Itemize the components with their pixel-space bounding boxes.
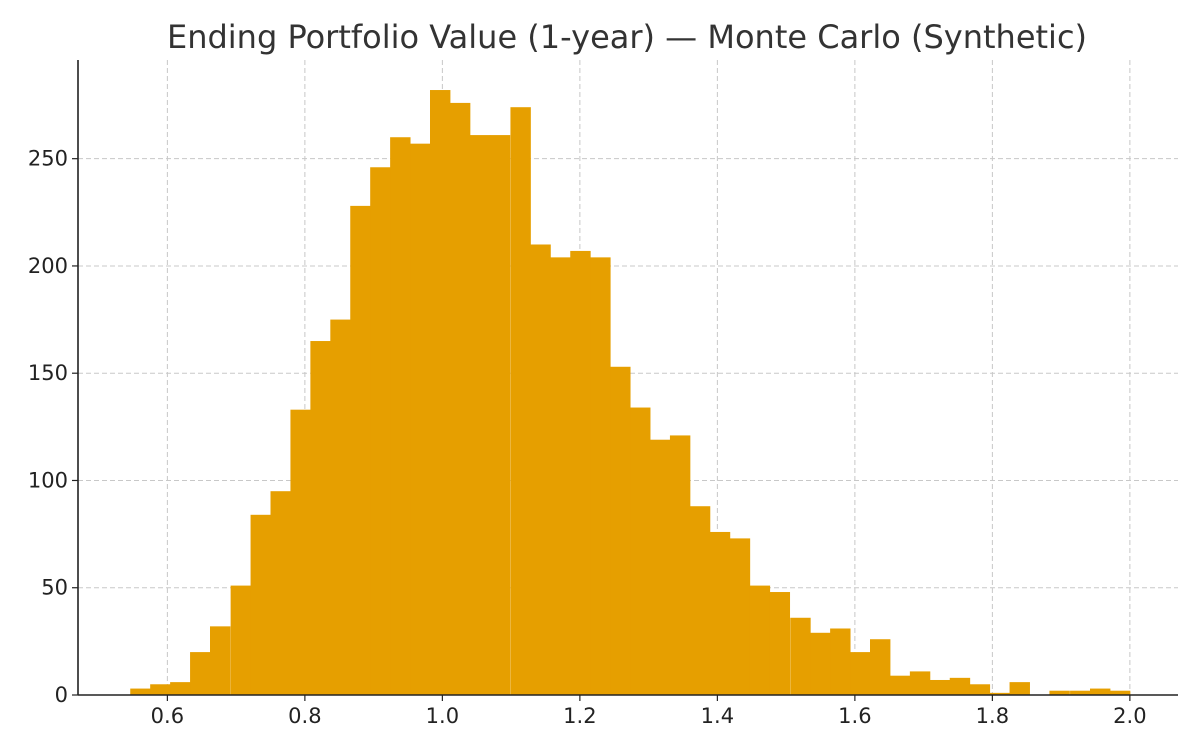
histogram-bar	[590, 257, 611, 695]
histogram-bar	[969, 684, 991, 695]
histogram-bar	[170, 682, 191, 695]
histogram-bar	[290, 409, 311, 695]
y-tick-label: 200	[28, 254, 68, 278]
histogram-bar	[610, 366, 631, 695]
histogram-bar	[1049, 690, 1070, 695]
x-tick-label: 1.6	[838, 704, 871, 728]
y-tick-label: 250	[28, 147, 68, 171]
histogram-bar	[550, 257, 571, 695]
ticks-layer: 0.6 0.8 1.0 1.2 1.4 1.6 1.8 2.0 0 50 100 150 200 250	[28, 147, 1147, 728]
x-tick-label: 0.6	[151, 704, 184, 728]
histogram-bar	[530, 244, 551, 696]
histogram-bar	[1009, 682, 1030, 695]
histogram-bar	[989, 692, 1011, 695]
histogram-bar	[870, 639, 891, 695]
histogram-bar	[850, 652, 871, 695]
x-tick-label: 0.8	[288, 704, 321, 728]
histogram-bar	[210, 626, 231, 695]
histogram-bar	[749, 585, 771, 695]
histogram-bar	[909, 671, 931, 695]
chart-title: Ending Portfolio Value (1-year) — Monte …	[167, 18, 1087, 56]
histogram-bar	[830, 628, 851, 695]
y-tick-label: 150	[28, 361, 68, 385]
histogram-bar	[330, 319, 351, 695]
axes-layer	[77, 60, 1178, 696]
histogram-bar	[489, 135, 511, 695]
histogram-bar	[570, 250, 591, 695]
histogram-bar	[410, 143, 431, 696]
y-tick-label: 50	[41, 576, 68, 600]
histogram-bar	[449, 102, 471, 696]
histogram-bar	[769, 592, 791, 695]
x-tick-label: 2.0	[1113, 704, 1146, 728]
histogram-bar	[1070, 690, 1091, 695]
histogram-bar	[350, 205, 371, 696]
x-tick-label: 1.0	[426, 704, 459, 728]
x-tick-label: 1.8	[976, 704, 1009, 728]
histogram-bar	[709, 531, 731, 695]
histogram-bar	[669, 435, 691, 695]
histogram-bar	[810, 632, 831, 695]
histogram-bar	[230, 585, 252, 695]
histogram-bar	[949, 677, 971, 695]
histogram-bar	[270, 491, 291, 695]
histogram-bar	[1090, 688, 1111, 695]
y-tick-label: 0	[55, 683, 68, 707]
histogram-bar	[889, 675, 911, 695]
histogram-bar	[190, 652, 211, 695]
histogram-bar	[650, 439, 671, 695]
histogram-bar	[689, 506, 711, 695]
histogram-bar	[390, 137, 411, 695]
histogram-bar	[370, 167, 391, 695]
histogram-bar	[1109, 690, 1131, 695]
histogram-bar	[510, 107, 531, 696]
y-tick-label: 100	[28, 468, 68, 492]
x-tick-label: 1.4	[701, 704, 734, 728]
bars-layer	[130, 90, 1131, 696]
histogram-bar	[130, 688, 151, 695]
histogram-bar	[790, 617, 811, 695]
histogram-bar	[150, 684, 171, 695]
histogram-bar	[929, 679, 951, 695]
histogram-bar	[729, 538, 751, 695]
histogram-bar	[430, 90, 451, 695]
histogram-bar	[310, 341, 331, 695]
x-tick-label: 1.2	[563, 704, 596, 728]
histogram-bar	[250, 514, 271, 695]
histogram-bar	[469, 135, 491, 695]
histogram-bar	[630, 407, 651, 695]
